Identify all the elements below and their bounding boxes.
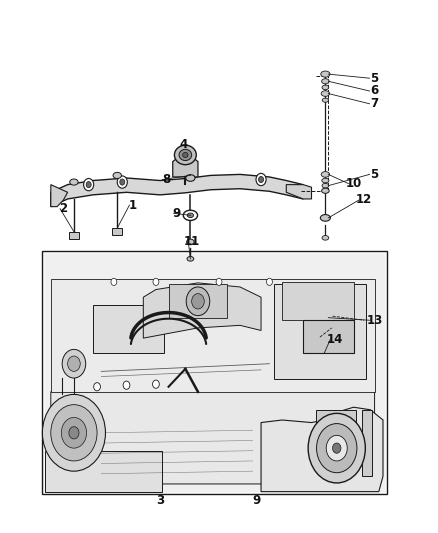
Circle shape — [84, 179, 94, 191]
Circle shape — [62, 350, 86, 378]
Ellipse shape — [187, 213, 194, 217]
Bar — [45, 451, 162, 491]
Ellipse shape — [183, 210, 198, 221]
Circle shape — [256, 173, 266, 185]
Bar — [51, 279, 374, 392]
Bar — [42, 251, 387, 494]
Circle shape — [153, 278, 159, 286]
Ellipse shape — [321, 79, 329, 84]
Text: 8: 8 — [162, 173, 170, 186]
Bar — [112, 228, 122, 235]
Ellipse shape — [70, 179, 78, 185]
Text: 7: 7 — [371, 98, 378, 110]
Text: 3: 3 — [156, 494, 164, 507]
Circle shape — [120, 179, 125, 185]
Ellipse shape — [186, 175, 195, 181]
Text: 10: 10 — [346, 177, 362, 190]
Ellipse shape — [321, 71, 330, 77]
Text: 1: 1 — [129, 199, 137, 212]
Bar — [303, 320, 353, 353]
Ellipse shape — [179, 149, 192, 160]
Circle shape — [51, 405, 97, 461]
Bar — [45, 254, 385, 491]
Ellipse shape — [322, 183, 329, 188]
Bar — [274, 285, 366, 379]
Circle shape — [67, 356, 80, 372]
Polygon shape — [261, 407, 383, 491]
Text: 12: 12 — [356, 193, 372, 206]
Circle shape — [94, 383, 100, 391]
Circle shape — [69, 426, 79, 439]
Ellipse shape — [320, 215, 330, 221]
Ellipse shape — [174, 145, 196, 165]
Polygon shape — [51, 174, 303, 207]
Text: 4: 4 — [179, 138, 187, 151]
Circle shape — [123, 381, 130, 389]
Ellipse shape — [321, 188, 329, 193]
Bar — [362, 410, 372, 477]
Ellipse shape — [322, 236, 329, 240]
Text: 2: 2 — [60, 202, 67, 215]
Ellipse shape — [321, 172, 329, 177]
Text: 13: 13 — [367, 314, 383, 327]
Polygon shape — [51, 184, 67, 207]
Polygon shape — [143, 283, 261, 338]
Circle shape — [326, 435, 347, 461]
Bar — [316, 410, 356, 423]
Circle shape — [216, 278, 222, 286]
Text: 6: 6 — [371, 85, 379, 98]
Ellipse shape — [183, 152, 188, 158]
Circle shape — [332, 443, 341, 453]
Polygon shape — [173, 157, 198, 177]
Text: 11: 11 — [184, 236, 200, 248]
Circle shape — [42, 394, 106, 471]
Bar — [93, 305, 164, 353]
Text: 14: 14 — [326, 333, 343, 346]
Ellipse shape — [113, 172, 121, 179]
Circle shape — [192, 294, 204, 309]
Circle shape — [317, 424, 357, 473]
Circle shape — [266, 278, 272, 286]
Ellipse shape — [322, 98, 328, 102]
Bar — [282, 282, 353, 320]
Ellipse shape — [321, 91, 329, 96]
Polygon shape — [286, 184, 311, 199]
Circle shape — [117, 176, 127, 188]
Ellipse shape — [322, 85, 329, 90]
Circle shape — [186, 287, 210, 316]
Text: 9: 9 — [253, 494, 261, 507]
Ellipse shape — [187, 239, 194, 245]
Bar — [69, 232, 79, 239]
Ellipse shape — [187, 256, 194, 261]
Bar — [169, 285, 227, 318]
Text: 5: 5 — [371, 168, 379, 181]
Polygon shape — [51, 366, 374, 484]
Text: 9: 9 — [173, 207, 181, 220]
Circle shape — [308, 414, 365, 483]
Circle shape — [111, 278, 117, 286]
Circle shape — [61, 417, 87, 448]
Ellipse shape — [322, 178, 329, 183]
Circle shape — [86, 182, 91, 188]
Circle shape — [258, 176, 264, 183]
Circle shape — [152, 380, 159, 388]
Text: 5: 5 — [371, 72, 379, 85]
